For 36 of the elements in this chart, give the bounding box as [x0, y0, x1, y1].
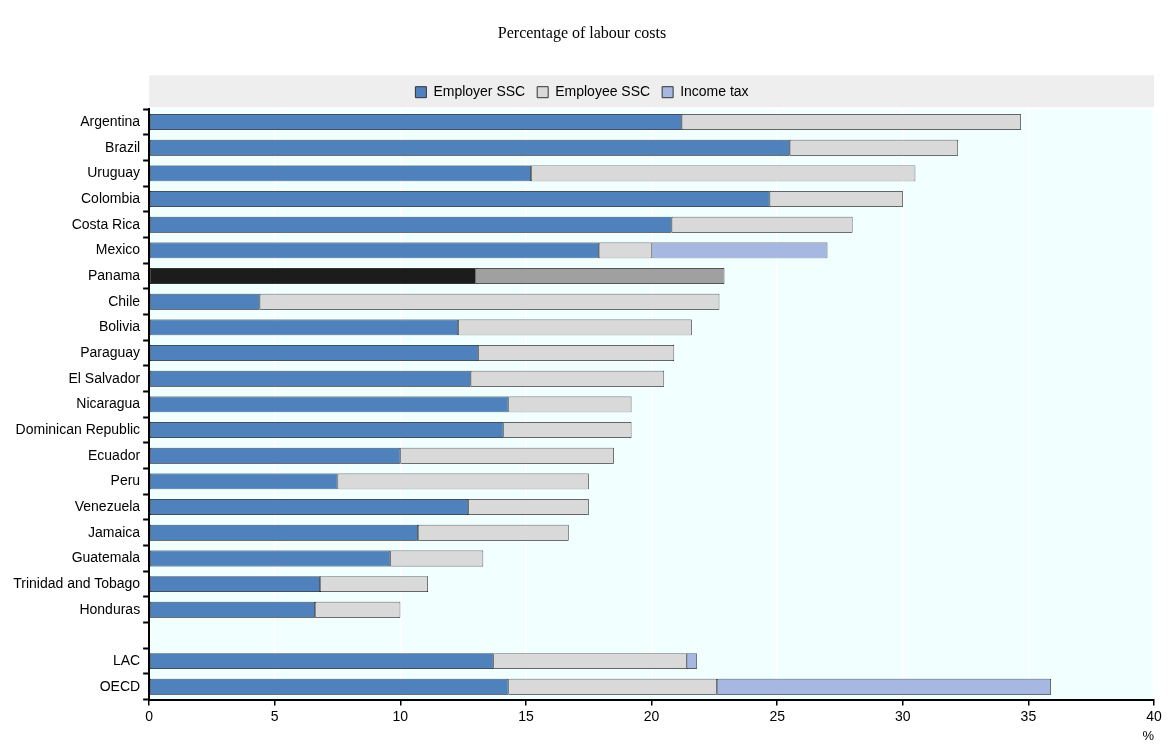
x-tick-label: 30	[894, 707, 911, 724]
x-tick-label: 35	[1020, 707, 1037, 724]
x-tick-label: 20	[643, 707, 660, 724]
y-tick-label: Colombia	[80, 189, 141, 206]
y-tick-label: Peru	[110, 472, 141, 489]
y-tick-label: Jamaica	[87, 523, 141, 540]
y-tick-label: Trinidad and Tobago	[13, 574, 141, 591]
x-tick-label: 0	[145, 707, 154, 724]
y-tick-label: Ecuador	[87, 446, 141, 463]
y-tick-label: Costa Rica	[71, 215, 141, 232]
y-tick-label: Nicaragua	[76, 395, 141, 412]
y-tick-label: Argentina	[80, 112, 141, 129]
y-tick-label: Uruguay	[87, 164, 141, 181]
x-tick-label: 25	[769, 707, 786, 724]
y-tick-label: Panama	[87, 266, 141, 283]
x-axis-title: %	[1142, 727, 1155, 743]
legend-label: Income tax	[680, 83, 749, 100]
y-tick-label: Chile	[108, 292, 141, 309]
legend-label: Employee SSC	[555, 83, 651, 100]
y-tick-label: OECD	[99, 677, 141, 694]
x-tick-label: 15	[518, 707, 534, 724]
y-tick-label: Guatemala	[71, 549, 141, 566]
y-tick-label: Bolivia	[98, 318, 141, 335]
x-tick-label: 10	[392, 707, 409, 724]
y-tick-label: Venezuela	[74, 497, 141, 514]
y-tick-label: LAC	[112, 651, 141, 668]
chart-title: Percentage of labour costs	[497, 23, 667, 42]
y-tick-label: Brazil	[105, 138, 141, 155]
legend-label: Employer SSC	[433, 83, 526, 100]
y-tick-label: Honduras	[79, 600, 141, 617]
y-tick-label: Paraguay	[80, 343, 141, 360]
x-tick-label: 5	[270, 707, 279, 724]
x-tick-label: 40	[1146, 707, 1162, 724]
y-tick-label: Mexico	[95, 241, 141, 258]
y-tick-label: El Salvador	[68, 369, 141, 386]
y-tick-label: Dominican Republic	[15, 420, 141, 437]
